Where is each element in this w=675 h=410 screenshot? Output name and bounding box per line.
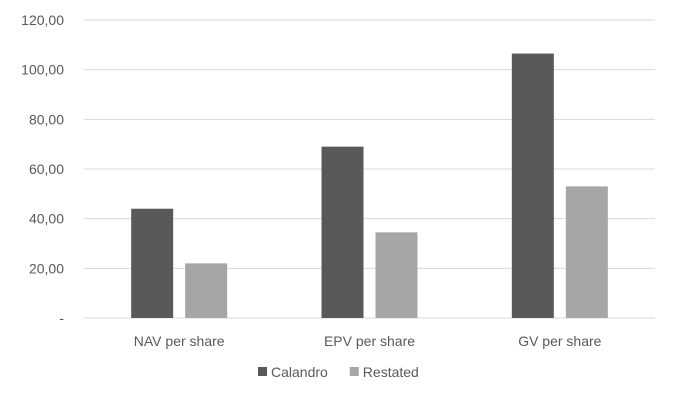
bar-restated-2	[565, 186, 608, 318]
y-axis-tick-labels: - 20,00 40,00 60,00 80,00 100,00 120,00	[21, 12, 64, 326]
legend-label-calandro: Calandro	[271, 364, 328, 380]
bars	[131, 53, 608, 319]
legend-swatch-calandro	[258, 367, 267, 376]
legend-label-restated: Restated	[363, 364, 419, 380]
bar-calandro-2	[511, 53, 554, 319]
bar-restated-1	[375, 232, 418, 318]
bar-calandro-0	[131, 208, 174, 318]
legend: Calandro Restated	[258, 364, 419, 380]
y-tick-label: 100,00	[21, 62, 64, 78]
x-axis-category-labels: NAV per share EPV per share GV per share	[134, 333, 602, 349]
y-tick-label: 40,00	[29, 211, 64, 227]
y-tick-label: 120,00	[21, 12, 64, 28]
bar-restated-0	[185, 263, 228, 318]
x-category-label: GV per share	[518, 333, 601, 349]
x-category-label: NAV per share	[134, 333, 225, 349]
y-tick-label: 80,00	[29, 111, 64, 127]
y-tick-label: 60,00	[29, 161, 64, 177]
y-tick-label: 20,00	[29, 260, 64, 276]
y-tick-label: -	[59, 310, 64, 326]
legend-swatch-restated	[349, 367, 359, 376]
x-category-label: EPV per share	[324, 333, 415, 349]
bar-calandro-1	[321, 146, 364, 318]
gridlines	[84, 19, 655, 319]
